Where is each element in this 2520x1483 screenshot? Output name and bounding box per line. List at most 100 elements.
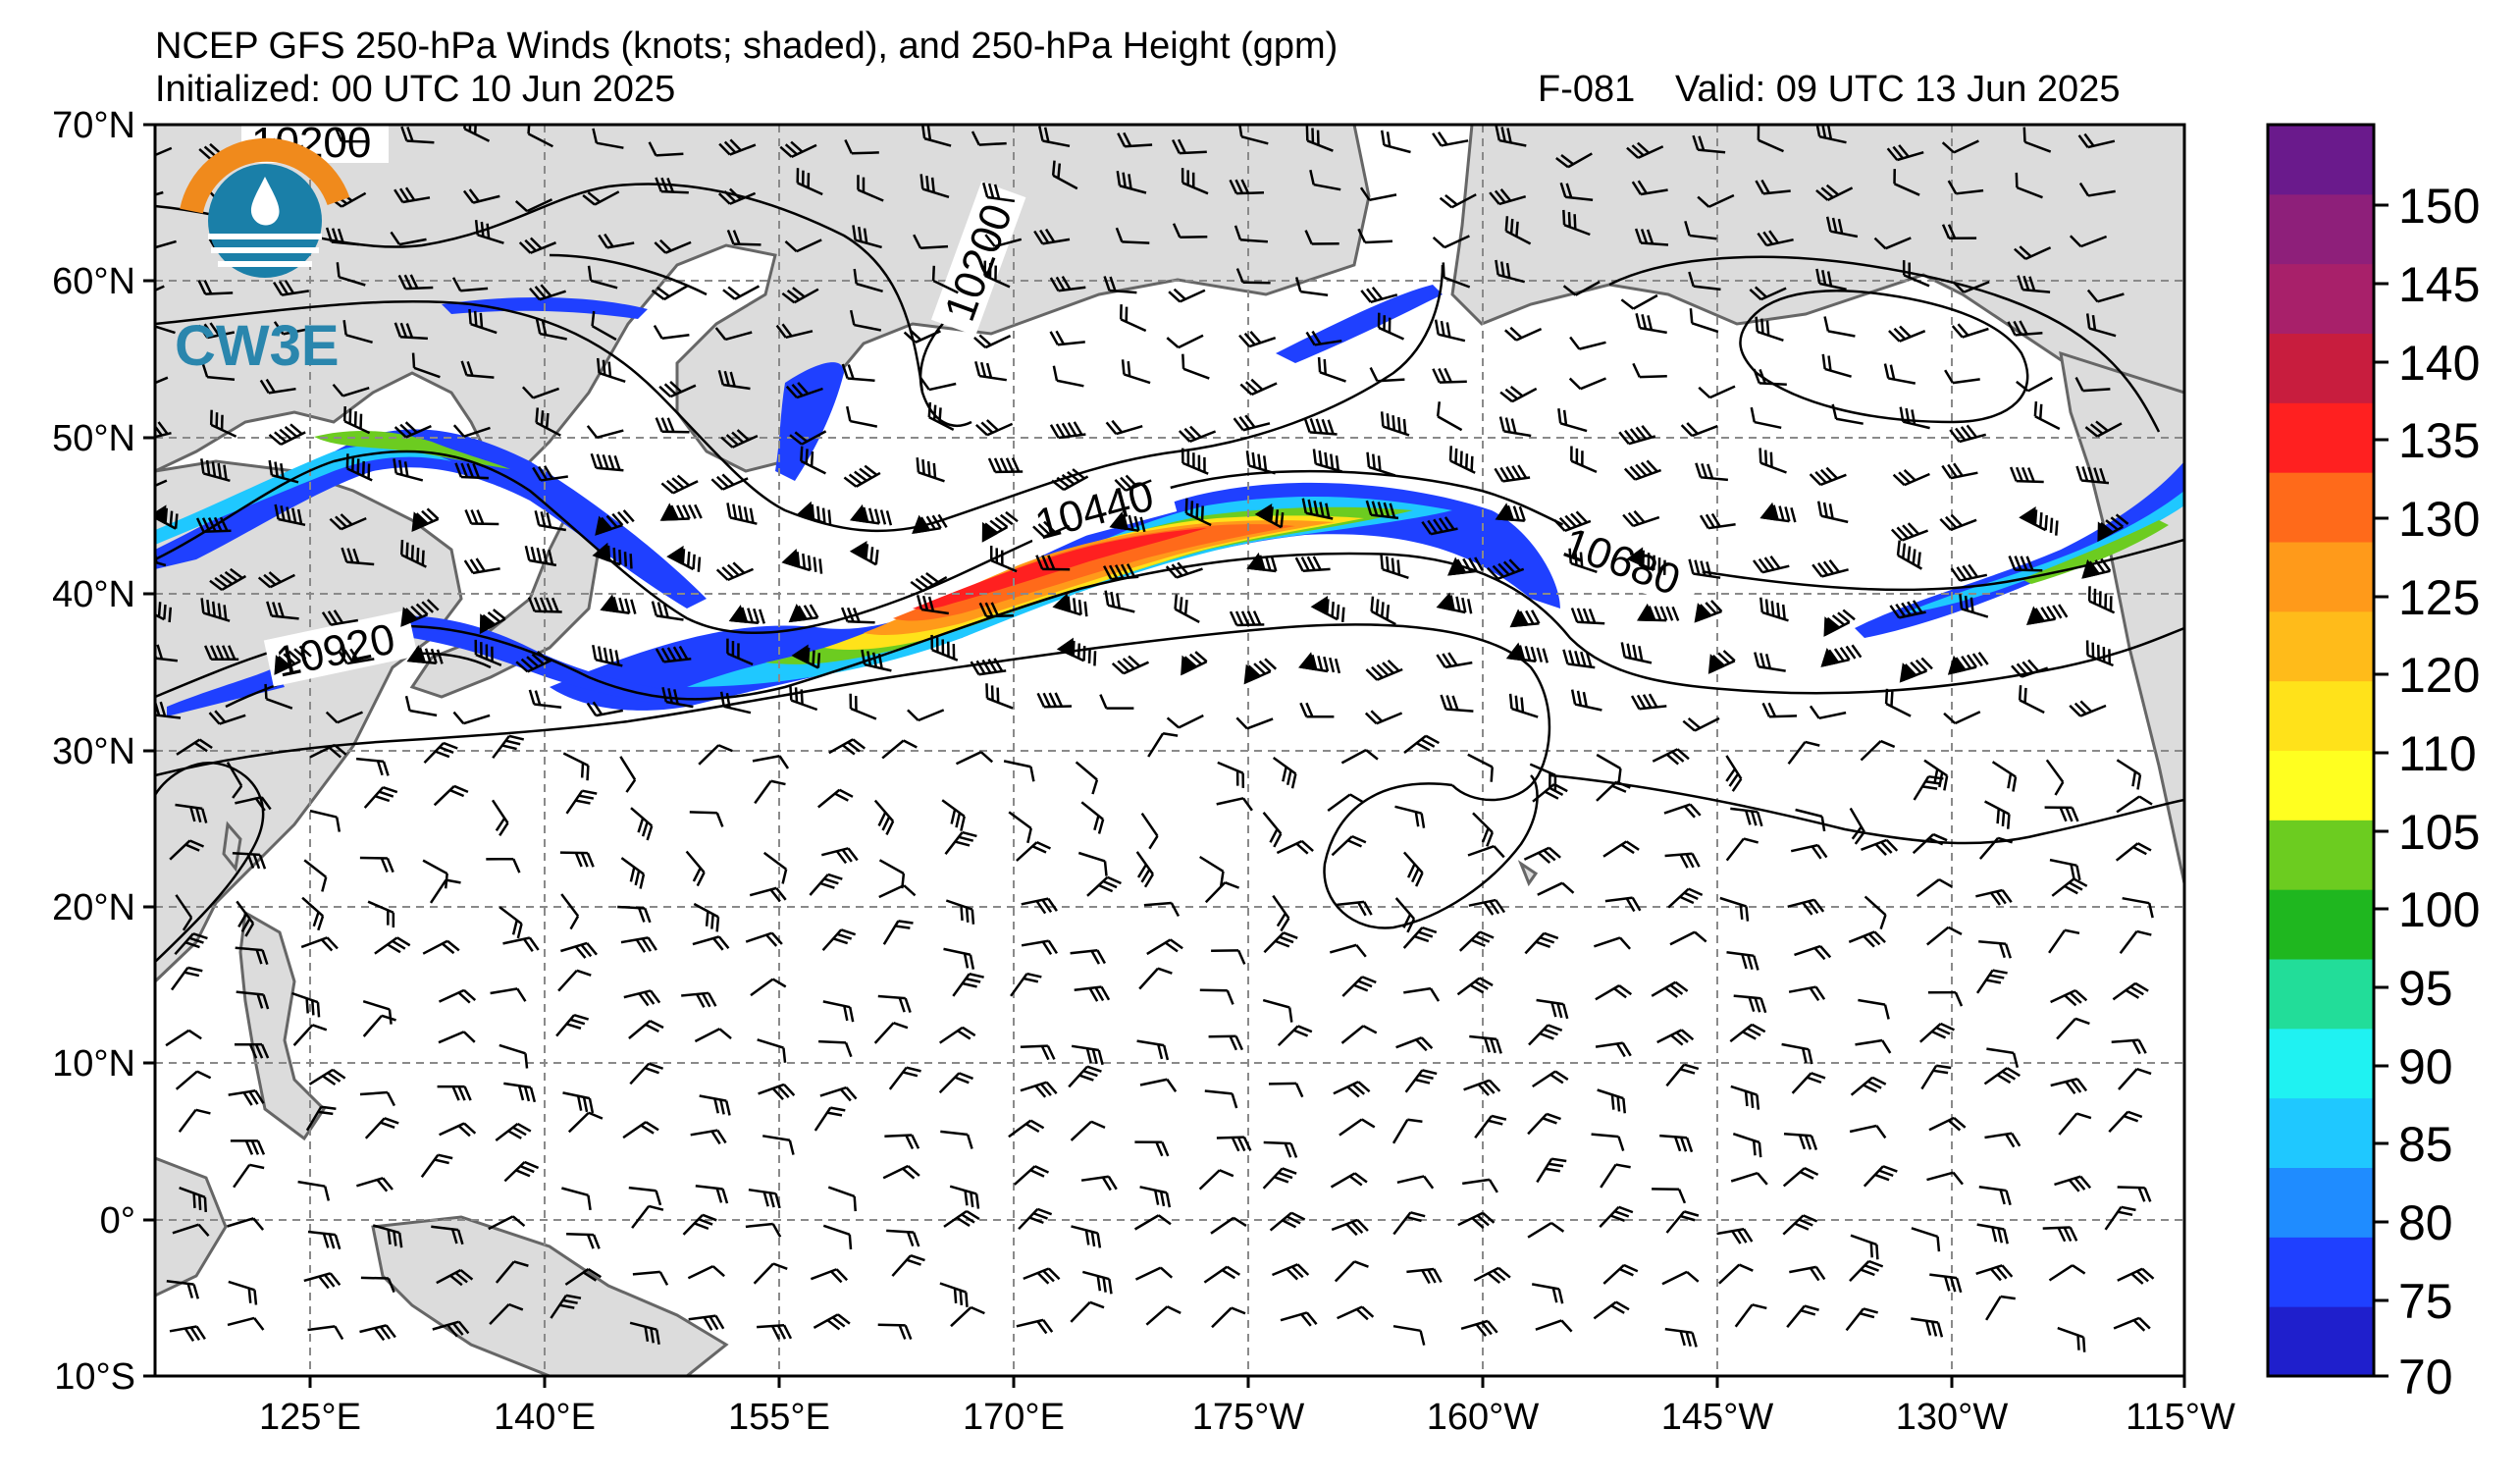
wind-barb bbox=[1991, 761, 2018, 792]
wind-barb bbox=[169, 839, 205, 861]
wind-barb bbox=[1562, 281, 1601, 296]
wind-barb bbox=[228, 1089, 265, 1106]
wind-barb bbox=[1626, 547, 1666, 575]
wind-barb bbox=[1294, 277, 1329, 296]
wind-barb bbox=[1559, 182, 1594, 201]
wind-barb bbox=[753, 1262, 788, 1285]
wind-barb bbox=[1689, 308, 1719, 334]
wind-barb bbox=[1863, 1165, 1898, 1188]
wind-barb bbox=[362, 1000, 393, 1025]
wind-barb bbox=[1688, 558, 1721, 579]
wind-barb bbox=[1392, 1324, 1426, 1346]
wind-barb bbox=[1505, 642, 1549, 663]
wind-barb bbox=[949, 1185, 980, 1209]
wind-barb bbox=[1357, 228, 1393, 244]
wind-barb bbox=[462, 188, 500, 204]
wind-barb bbox=[1524, 931, 1559, 955]
wind-barb bbox=[1216, 797, 1253, 812]
wind-barb bbox=[726, 638, 754, 666]
wind-barb bbox=[566, 1232, 601, 1249]
wind-barb bbox=[596, 357, 626, 383]
wind-barb bbox=[1133, 1214, 1172, 1231]
wind-barb bbox=[748, 1188, 781, 1209]
wind-barb bbox=[524, 545, 557, 567]
wind-barb bbox=[1850, 1234, 1879, 1260]
wind-barb bbox=[502, 936, 540, 952]
wind-barb bbox=[1886, 144, 1924, 162]
logo-text: CW3E bbox=[175, 314, 340, 378]
wind-barb bbox=[1233, 414, 1271, 432]
wind-barb bbox=[849, 693, 877, 720]
wind-barb bbox=[1632, 362, 1667, 379]
wind-barb bbox=[745, 931, 783, 947]
wind-barb bbox=[1893, 169, 1920, 196]
wind-barb bbox=[1532, 1070, 1569, 1088]
wind-barb bbox=[1099, 694, 1134, 710]
wind-barb bbox=[172, 1223, 210, 1237]
wind-barb bbox=[888, 1066, 921, 1090]
wind-barb bbox=[1918, 1022, 1955, 1043]
colorbar-segment bbox=[2268, 472, 2374, 543]
wind-barb bbox=[308, 1068, 346, 1086]
wind-barb bbox=[1761, 702, 1798, 718]
lat-label-10s: 10°S bbox=[54, 1356, 135, 1398]
lon-label-160w: 160°W bbox=[1427, 1397, 1540, 1438]
wind-barb bbox=[431, 1225, 464, 1245]
wind-barb bbox=[628, 1186, 662, 1206]
colorbar-segment bbox=[2268, 1167, 2374, 1238]
wind-barb bbox=[155, 599, 173, 623]
wind-barb bbox=[781, 549, 823, 574]
wind-barb bbox=[1103, 563, 1139, 581]
wind-barb bbox=[1074, 985, 1111, 1002]
wind-barb bbox=[1032, 520, 1071, 539]
wind-barb bbox=[1052, 365, 1084, 388]
graticule bbox=[155, 125, 2184, 1376]
wind-barb bbox=[1820, 644, 1863, 667]
wind-barb bbox=[726, 229, 761, 246]
wind-barb bbox=[882, 920, 914, 945]
wind-barb bbox=[692, 935, 730, 951]
wind-barb bbox=[1033, 228, 1071, 245]
wind-barb bbox=[309, 809, 341, 832]
cw3e-logo: CW3E bbox=[175, 137, 350, 378]
wind-barb bbox=[394, 421, 432, 439]
wind-barb bbox=[338, 648, 375, 665]
wind-barb bbox=[1928, 1116, 1967, 1132]
valid-time-label: Valid: 09 UTC 13 Jun 2025 bbox=[1675, 69, 2121, 110]
wind-barb bbox=[757, 1038, 787, 1063]
axis-ticks bbox=[143, 123, 2186, 1388]
wind-barb bbox=[1208, 1034, 1244, 1051]
wind-barb bbox=[1016, 1318, 1054, 1335]
wind-barb bbox=[1888, 325, 1926, 343]
wind-barb bbox=[1623, 459, 1662, 481]
wind-barb bbox=[463, 557, 500, 575]
wind-barb bbox=[1432, 131, 1469, 147]
wind-barb bbox=[1889, 600, 1926, 619]
wind-barb bbox=[2017, 275, 2051, 293]
wind-barb bbox=[1664, 1327, 1698, 1348]
wind-barb bbox=[1913, 774, 1944, 801]
wind-barb bbox=[2054, 1175, 2092, 1192]
wind-barb bbox=[2116, 759, 2142, 790]
wind-barb bbox=[2097, 513, 2129, 543]
wind-barb bbox=[1527, 1221, 1565, 1239]
wind-barb bbox=[1652, 1188, 1687, 1204]
wind-barb bbox=[515, 651, 553, 673]
wind-barb bbox=[950, 1305, 985, 1328]
wind-barb bbox=[1944, 369, 1980, 385]
wind-barb bbox=[750, 978, 787, 997]
wind-barb bbox=[460, 360, 495, 379]
wind-barb bbox=[1204, 1089, 1238, 1109]
wind-barb bbox=[226, 761, 243, 799]
wind-barb bbox=[591, 310, 617, 342]
wind-barb bbox=[1926, 1171, 1964, 1186]
wind-barb bbox=[1239, 378, 1278, 397]
wind-barb bbox=[301, 896, 325, 931]
wind-barb bbox=[155, 285, 165, 299]
wind-barb bbox=[1105, 419, 1143, 436]
wind-barb bbox=[984, 234, 1023, 248]
wind-barb bbox=[1984, 800, 2011, 829]
wind-barb bbox=[1791, 1072, 1826, 1094]
colorbar-label-70: 70 bbox=[2398, 1350, 2453, 1404]
wind-barb bbox=[490, 987, 527, 1002]
